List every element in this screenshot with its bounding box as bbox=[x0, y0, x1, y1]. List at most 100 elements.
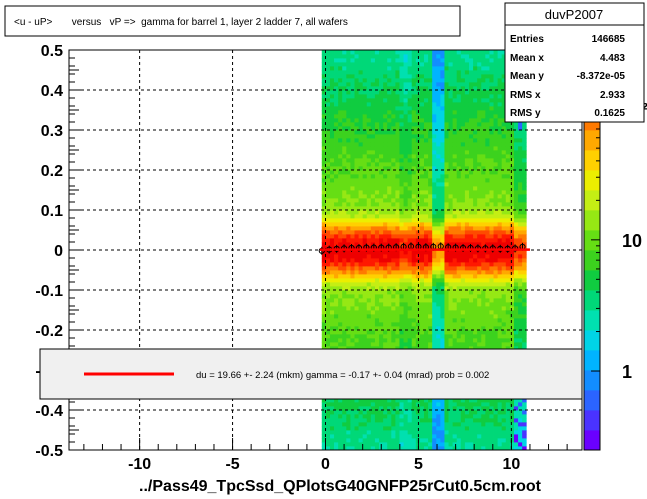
heatmap-cell bbox=[379, 198, 384, 203]
heatmap-cell bbox=[411, 438, 417, 443]
heatmap-cell bbox=[448, 130, 454, 135]
heatmap-cell bbox=[493, 110, 499, 115]
heatmap-cell bbox=[350, 410, 355, 415]
heatmap-cell bbox=[354, 178, 359, 183]
heatmap-cell bbox=[468, 438, 474, 443]
heatmap-cell bbox=[477, 158, 482, 163]
heatmap-cell bbox=[432, 70, 437, 75]
heatmap-cell bbox=[485, 302, 490, 307]
heatmap-cell bbox=[424, 422, 429, 427]
heatmap-cell bbox=[362, 422, 368, 427]
heatmap-cell bbox=[419, 414, 425, 419]
heatmap-cell bbox=[329, 418, 335, 423]
heatmap-cell bbox=[350, 414, 355, 419]
heatmap-cell bbox=[383, 342, 388, 347]
heatmap-cell bbox=[383, 182, 388, 187]
heatmap-cell bbox=[485, 202, 490, 207]
heatmap-cell bbox=[481, 118, 486, 123]
heatmap-cell bbox=[411, 182, 417, 187]
heatmap-cell bbox=[460, 126, 466, 131]
heatmap-cell bbox=[428, 50, 433, 55]
heatmap-cell bbox=[493, 102, 499, 107]
heatmap-cell bbox=[468, 398, 474, 403]
heatmap-cell bbox=[432, 54, 437, 59]
heatmap-cell bbox=[387, 222, 392, 227]
heatmap-cell bbox=[473, 230, 478, 235]
heatmap-cell bbox=[489, 302, 494, 307]
heatmap-cell bbox=[444, 194, 449, 199]
heatmap-cell bbox=[468, 134, 474, 139]
heatmap-cell bbox=[522, 418, 527, 423]
heatmap-cell bbox=[383, 82, 388, 87]
heatmap-cell bbox=[407, 278, 413, 283]
heatmap-cell bbox=[399, 50, 404, 55]
heatmap-cell bbox=[391, 430, 396, 435]
heatmap-cell bbox=[509, 430, 515, 435]
heatmap-cell bbox=[505, 206, 511, 211]
heatmap-cell bbox=[485, 418, 490, 423]
heatmap-cell bbox=[321, 62, 327, 67]
heatmap-cell bbox=[448, 170, 454, 175]
heatmap-cell bbox=[379, 86, 384, 91]
heatmap-cell bbox=[379, 318, 384, 323]
heatmap-cell bbox=[473, 62, 478, 67]
heatmap-cell bbox=[362, 86, 368, 91]
heatmap-cell bbox=[391, 130, 396, 135]
heatmap-cell bbox=[489, 310, 494, 315]
heatmap-cell bbox=[362, 298, 368, 303]
heatmap-cell bbox=[342, 402, 347, 407]
heatmap-cell bbox=[424, 70, 429, 75]
heatmap-cell bbox=[399, 214, 404, 219]
heatmap-cell bbox=[452, 422, 458, 427]
heatmap-cell bbox=[354, 318, 359, 323]
heatmap-cell bbox=[362, 174, 368, 179]
heatmap-cell bbox=[350, 282, 355, 287]
heatmap-cell bbox=[391, 74, 396, 79]
heatmap-cell bbox=[509, 134, 515, 139]
heatmap-cell bbox=[391, 78, 396, 83]
heatmap-cell bbox=[452, 214, 458, 219]
heatmap-cell bbox=[497, 182, 503, 187]
heatmap-cell bbox=[362, 126, 368, 131]
heatmap-cell bbox=[505, 398, 511, 403]
heatmap-cell bbox=[477, 246, 482, 251]
heatmap-cell bbox=[383, 210, 388, 215]
heatmap-cell bbox=[370, 334, 376, 339]
heatmap-cell bbox=[493, 174, 499, 179]
heatmap-cell bbox=[374, 310, 380, 315]
heatmap-cell bbox=[383, 242, 388, 247]
heatmap-cell bbox=[485, 138, 490, 143]
heatmap-cell bbox=[415, 286, 421, 291]
heatmap-cell bbox=[383, 314, 388, 319]
heatmap-cell bbox=[407, 102, 413, 107]
heatmap-cell bbox=[415, 154, 421, 159]
heatmap-cell bbox=[460, 202, 466, 207]
heatmap-cell bbox=[338, 342, 343, 347]
heatmap-cell bbox=[342, 158, 347, 163]
heatmap-cell bbox=[383, 230, 388, 235]
heatmap-cell bbox=[473, 314, 478, 319]
heatmap-cell bbox=[428, 86, 433, 91]
heatmap-cell bbox=[321, 278, 327, 283]
heatmap-cell bbox=[321, 434, 327, 439]
heatmap-cell bbox=[358, 398, 364, 403]
heatmap-cell bbox=[395, 402, 400, 407]
heatmap-cell bbox=[391, 334, 396, 339]
heatmap-cell bbox=[415, 82, 421, 87]
heatmap-cell bbox=[399, 258, 404, 263]
heatmap-cell bbox=[436, 102, 441, 107]
heatmap-cell bbox=[513, 254, 519, 259]
heatmap-cell bbox=[440, 202, 445, 207]
heatmap-cell bbox=[481, 182, 486, 187]
heatmap-cell bbox=[391, 406, 396, 411]
heatmap-cell bbox=[444, 86, 449, 91]
heatmap-cell bbox=[428, 206, 433, 211]
heatmap-cell bbox=[329, 114, 335, 119]
heatmap-cell bbox=[350, 106, 355, 111]
heatmap-cell bbox=[464, 130, 470, 135]
heatmap-cell bbox=[489, 58, 494, 63]
heatmap-cell bbox=[518, 230, 523, 235]
heatmap-cell bbox=[473, 206, 478, 211]
heatmap-cell bbox=[346, 54, 351, 59]
heatmap-cell bbox=[485, 398, 490, 403]
